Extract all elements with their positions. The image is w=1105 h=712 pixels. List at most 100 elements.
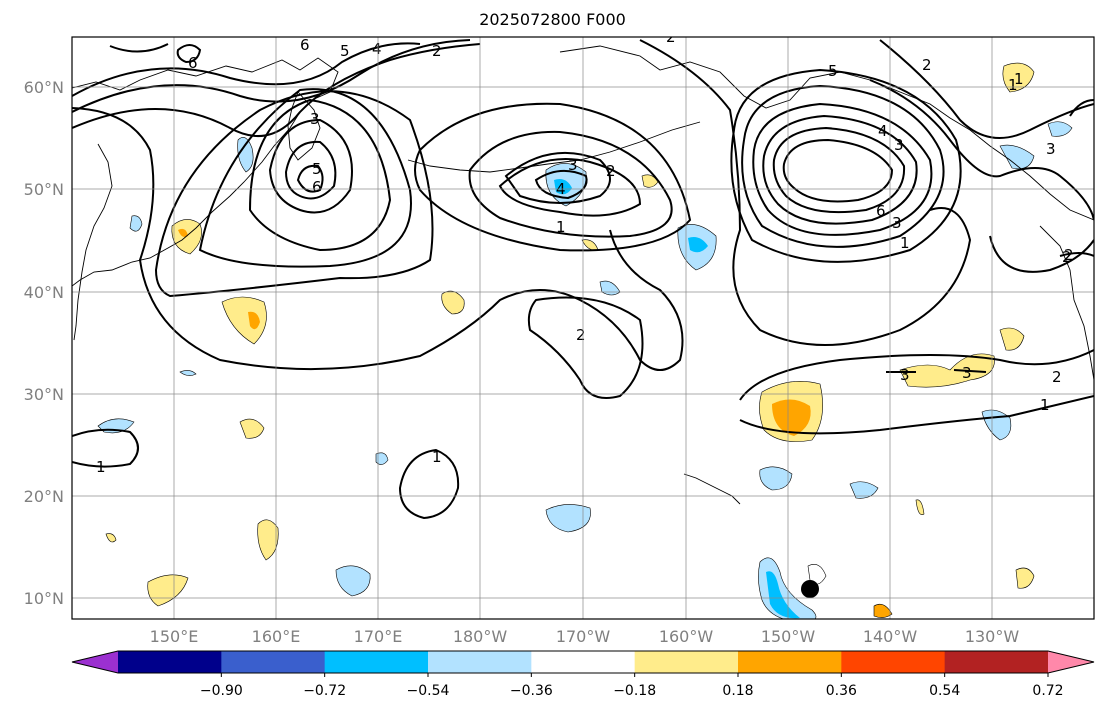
colorbar-segment <box>118 651 222 673</box>
contour-label: 5 <box>312 160 322 178</box>
contour-label: 1 <box>96 458 106 476</box>
lat-label: 10°N <box>24 589 64 608</box>
coastlines <box>72 45 1094 505</box>
contour-label: 1 <box>432 448 442 466</box>
lon-label: 160°W <box>659 627 714 646</box>
colorbar-tick-label: 0.36 <box>826 683 857 699</box>
shade-patch <box>554 179 572 195</box>
colorbar-segment <box>531 651 636 673</box>
contour-line <box>739 349 1094 401</box>
shade-patch <box>129 215 143 232</box>
contour-line <box>639 39 972 346</box>
lon-labels: 150°E 160°E 170°E 180°W 170°W 160°W 150°… <box>150 627 1020 646</box>
lon-label: 170°W <box>556 627 611 646</box>
colorbar-tick-label: −0.72 <box>303 683 346 699</box>
contour-label: 2 <box>666 28 676 46</box>
lat-label: 50°N <box>24 180 64 199</box>
contour-line <box>953 369 987 373</box>
contour-line <box>268 118 353 214</box>
shade-patch <box>915 499 925 515</box>
circle-marker-icon <box>801 580 819 598</box>
colorbar-tick-label: −0.90 <box>200 683 243 699</box>
colorbar-segment <box>738 651 842 673</box>
coastline-hawaii <box>683 473 741 505</box>
contour-line <box>879 39 1094 139</box>
shade-patch <box>899 353 995 388</box>
shade-patch <box>849 481 879 499</box>
shade-patch <box>179 370 197 376</box>
contour-line <box>176 44 202 64</box>
contour-line <box>498 158 642 217</box>
lat-label: 40°N <box>24 283 64 302</box>
contour-line <box>752 102 933 236</box>
contour-label: 6 <box>188 54 198 72</box>
shade-patch <box>1047 121 1073 137</box>
coastline-asia <box>72 57 339 287</box>
contour-line <box>198 88 412 268</box>
shade-patch <box>772 399 811 436</box>
contour-line <box>739 395 1094 435</box>
contour-line <box>1069 99 1094 117</box>
shade-patch <box>248 311 260 330</box>
colorbar-tick-label: −0.36 <box>510 683 553 699</box>
coastline-north-america <box>1039 225 1094 381</box>
colorbar: −0.90 −0.72 −0.54 −0.36 −0.18 0.18 0.36 0.54 0.7… <box>71 650 1095 699</box>
shade-patch <box>766 571 800 619</box>
contour-label: 3 <box>310 110 320 128</box>
shade-patch <box>1002 62 1035 93</box>
shade-patch <box>221 296 267 345</box>
contour-label: 1 <box>900 234 910 252</box>
contour-line <box>869 79 1094 221</box>
gridlines <box>72 37 1094 619</box>
contour-line <box>296 164 324 193</box>
contour-label: 3 <box>962 364 972 382</box>
colorbar-outline <box>71 650 1095 674</box>
contour-line <box>398 448 460 520</box>
shade-patch <box>759 466 793 491</box>
colorbar-tick-label: 0.54 <box>929 683 960 699</box>
contour-label: 2 <box>606 162 616 180</box>
colorbar-tick-label: −0.54 <box>407 683 450 699</box>
contour-label: 2 <box>922 56 932 74</box>
colorbar-tick-label: −0.18 <box>613 683 656 699</box>
contour-line <box>414 102 692 252</box>
contour-line <box>72 42 421 97</box>
contour-label: 3 <box>1046 140 1056 158</box>
contour-label: 6 <box>312 178 322 196</box>
shade-patch <box>688 237 708 253</box>
colorbar-tick-label: 0.18 <box>722 683 753 699</box>
lon-label: 180°W <box>453 627 508 646</box>
contour-line <box>109 43 169 53</box>
coastline-kamchatka <box>287 91 321 161</box>
map-title: 2025072800 F000 <box>479 10 626 29</box>
lat-label: 20°N <box>24 487 64 506</box>
contour-label: 3 <box>894 136 904 154</box>
lon-label: 160°E <box>252 627 301 646</box>
contour-label: 2 <box>1064 246 1074 264</box>
contour-label: 2 <box>432 42 442 60</box>
contour-line <box>730 68 962 263</box>
shade-patch <box>105 533 117 543</box>
contour-line <box>468 130 673 238</box>
lon-label: 150°E <box>150 627 199 646</box>
contour-line <box>527 296 644 399</box>
contour-label: 1 <box>1040 396 1050 414</box>
shade-patch <box>237 137 254 173</box>
contour-line <box>248 98 392 252</box>
colorbar-segment <box>221 651 326 673</box>
contour-line <box>72 43 481 137</box>
contour-label: 6 <box>300 36 310 54</box>
contour-label: 1 <box>1014 70 1024 88</box>
contour-label: 4 <box>372 40 382 58</box>
shade-patch <box>545 504 591 533</box>
contour-line <box>772 126 906 214</box>
colorbar-segment <box>634 651 739 673</box>
contour-line <box>1059 252 1094 257</box>
contour-label: 3 <box>568 156 578 174</box>
contour-line <box>762 114 918 225</box>
colorbar-segment <box>428 651 532 673</box>
colorbar-segment <box>841 651 946 673</box>
contour-line <box>504 151 611 204</box>
shade-patch <box>178 228 188 238</box>
